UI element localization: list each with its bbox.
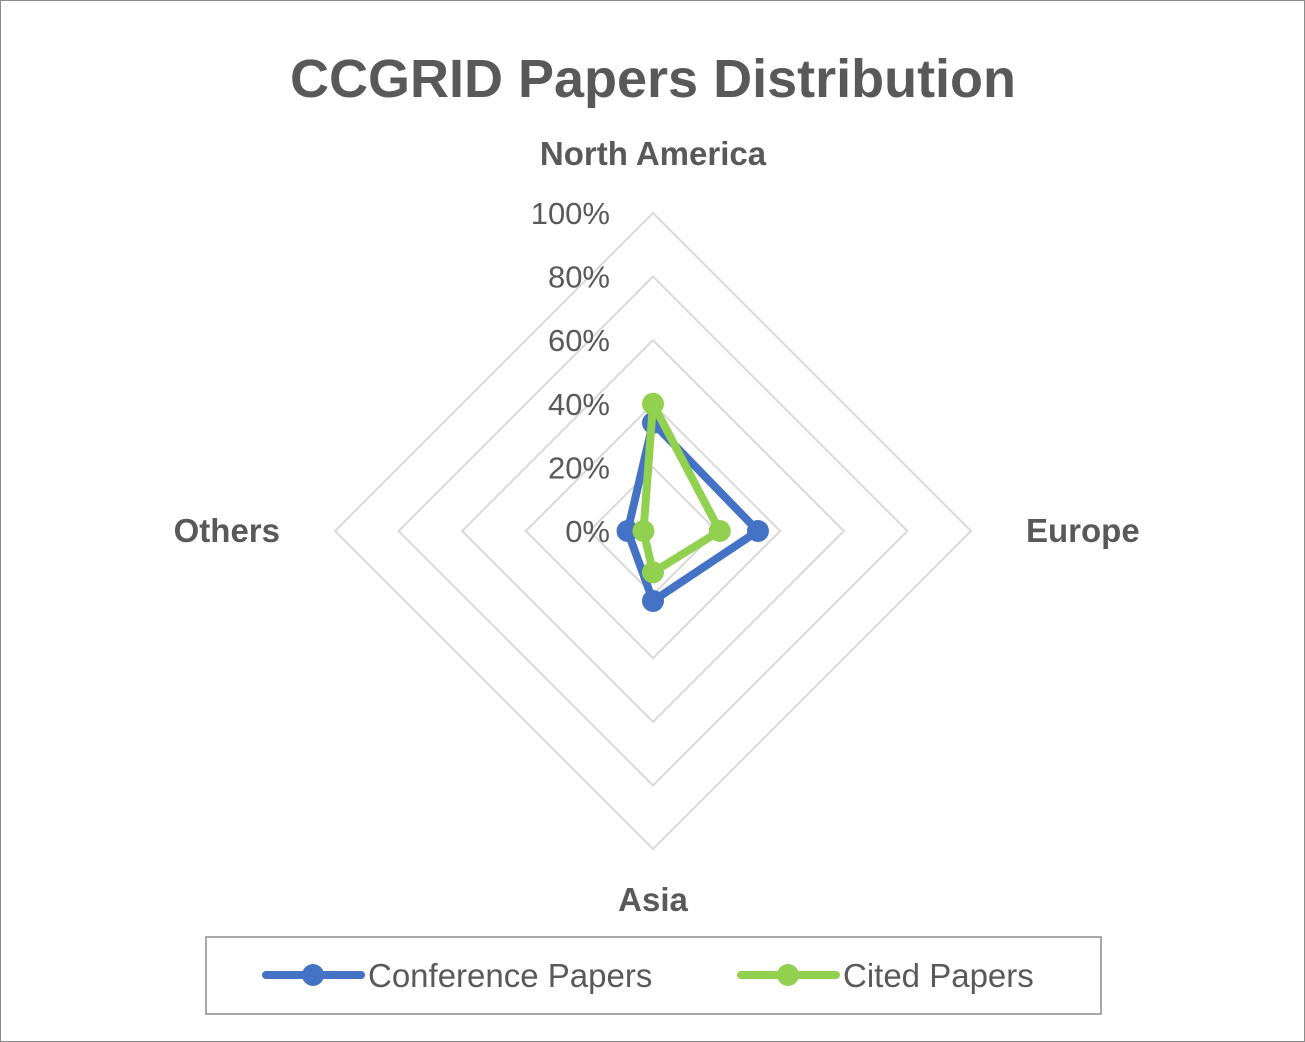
legend-label: Conference Papers — [368, 957, 652, 994]
legend-item: Conference Papers — [262, 957, 652, 994]
chart-title: CCGRID Papers Distribution — [290, 49, 1016, 109]
grid-ring — [333, 211, 973, 851]
data-point — [616, 520, 639, 542]
radar-grid — [333, 211, 973, 851]
category-label: North America — [540, 135, 767, 172]
legend: Conference Papers Cited Papers — [205, 936, 1102, 1015]
tick-label: 60% — [548, 323, 610, 358]
grid-ring — [460, 338, 846, 724]
data-point — [746, 520, 769, 542]
legend-swatch-marker — [777, 964, 799, 986]
tick-label: 20% — [548, 450, 610, 485]
tick-label: 80% — [548, 260, 610, 295]
series-layer — [616, 392, 769, 612]
data-point — [632, 520, 655, 542]
tick-label: 0% — [565, 514, 610, 549]
tick-label: 40% — [548, 387, 610, 422]
legend-label: Cited Papers — [843, 957, 1034, 994]
legend-swatch-marker — [302, 964, 324, 986]
category-label: Asia — [618, 881, 688, 918]
data-point — [708, 520, 731, 542]
data-point — [642, 392, 664, 415]
grid-ring — [524, 402, 782, 660]
grid-ring — [397, 275, 909, 787]
data-point — [642, 561, 664, 584]
category-label: Europe — [1026, 512, 1140, 549]
data-point — [642, 589, 664, 612]
series-1 — [632, 392, 731, 584]
tick-label: 100% — [531, 196, 610, 231]
label-layer: North America Europe Asia Others 0% 20% 40% 60%… — [174, 135, 1140, 918]
series-line — [639, 399, 724, 577]
legend-item: Cited Papers — [737, 957, 1034, 994]
category-label: Others — [174, 512, 280, 549]
